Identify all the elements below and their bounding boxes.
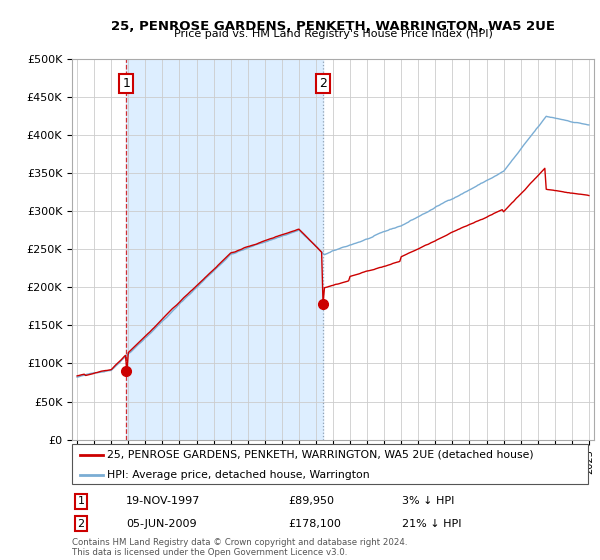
Text: 19-NOV-1997: 19-NOV-1997: [126, 496, 200, 506]
Text: 1: 1: [77, 496, 85, 506]
Text: Price paid vs. HM Land Registry's House Price Index (HPI): Price paid vs. HM Land Registry's House …: [173, 29, 493, 39]
Text: 25, PENROSE GARDENS, PENKETH, WARRINGTON, WA5 2UE: 25, PENROSE GARDENS, PENKETH, WARRINGTON…: [111, 20, 555, 32]
Text: HPI: Average price, detached house, Warrington: HPI: Average price, detached house, Warr…: [107, 470, 370, 480]
Text: 05-JUN-2009: 05-JUN-2009: [126, 519, 197, 529]
Text: 2: 2: [319, 77, 327, 90]
Bar: [126, 59, 323, 440]
Text: 1: 1: [122, 77, 130, 90]
Text: 25, PENROSE GARDENS, PENKETH, WARRINGTON, WA5 2UE (detached house): 25, PENROSE GARDENS, PENKETH, WARRINGTON…: [107, 450, 534, 460]
Text: Contains HM Land Registry data © Crown copyright and database right 2024.
This d: Contains HM Land Registry data © Crown c…: [72, 538, 407, 557]
FancyBboxPatch shape: [72, 444, 588, 484]
Text: 3% ↓ HPI: 3% ↓ HPI: [402, 496, 454, 506]
Text: 2: 2: [77, 519, 85, 529]
Text: £178,100: £178,100: [288, 519, 341, 529]
Text: 21% ↓ HPI: 21% ↓ HPI: [402, 519, 461, 529]
Text: £89,950: £89,950: [288, 496, 334, 506]
